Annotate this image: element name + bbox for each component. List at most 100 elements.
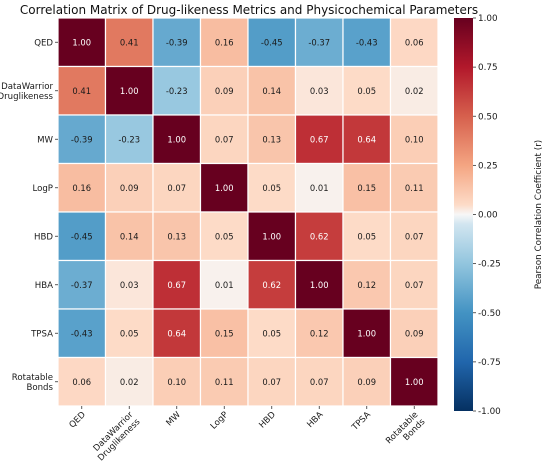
heatmap-cell xyxy=(294,17,344,68)
cell-value-label: 0.67 xyxy=(167,280,186,290)
heatmap-cell xyxy=(294,259,344,310)
heatmap-cell xyxy=(342,259,392,310)
cell-value-label: 0.03 xyxy=(120,280,139,290)
heatmap-cell xyxy=(152,308,202,359)
row-label: DataWarrior Druglikeness xyxy=(0,82,54,102)
row-label: QED xyxy=(34,38,53,48)
colorbar-tick-label: 0.25 xyxy=(478,161,498,171)
colorbar-tick-label: -0.50 xyxy=(478,309,501,319)
cell-value-label: 0.62 xyxy=(262,280,281,290)
heatmap-cell xyxy=(294,114,344,165)
cell-value-label: 0.05 xyxy=(357,86,376,96)
heatmap-cell xyxy=(294,308,344,359)
cell-value-label: 0.67 xyxy=(310,134,329,144)
cell-value-label: 0.07 xyxy=(262,377,281,387)
cell-value-label: 0.11 xyxy=(215,377,234,387)
cell-value-label: 0.41 xyxy=(120,37,139,47)
column-label: QED xyxy=(67,410,88,431)
cell-value-label: 0.06 xyxy=(72,377,91,387)
cell-value-label: 0.09 xyxy=(357,377,376,387)
cell-value-label: 1.00 xyxy=(262,231,281,241)
cell-value-label: 0.05 xyxy=(262,183,281,193)
cell-value-label: 0.09 xyxy=(215,86,234,96)
cell-value-label: -0.43 xyxy=(356,37,378,47)
cell-value-label: 0.07 xyxy=(405,231,424,241)
heatmap-cell xyxy=(389,17,439,68)
colorbar-label: Pearson Correlation Coefficient (r) xyxy=(534,140,544,290)
cell-value-label: -0.23 xyxy=(166,86,188,96)
cell-value-label: 0.64 xyxy=(167,328,186,338)
cell-value-label: -0.43 xyxy=(71,328,93,338)
cell-value-label: 0.12 xyxy=(310,328,329,338)
column-label: RotatableBonds xyxy=(384,410,428,454)
heatmap-cell xyxy=(389,114,439,165)
heatmap-cell xyxy=(389,259,439,310)
heatmap-cell xyxy=(104,308,154,359)
row-label: TPSA xyxy=(30,329,53,339)
cell-value-label: 0.09 xyxy=(405,328,424,338)
cell-value-label: -0.37 xyxy=(308,37,330,47)
column-label: DataWarriorDruglikeness xyxy=(89,410,143,464)
cell-value-label: -0.23 xyxy=(118,134,140,144)
cell-value-label: -0.39 xyxy=(166,37,188,47)
cell-value-label: 0.02 xyxy=(405,86,424,96)
cell-value-label: -0.45 xyxy=(71,231,93,241)
heatmap-cell xyxy=(247,114,297,165)
row-label: HBD xyxy=(34,232,53,242)
cell-value-label: 0.14 xyxy=(120,231,139,241)
heatmap-cell xyxy=(199,65,249,116)
cell-value-label: 1.00 xyxy=(405,377,424,387)
cell-value-label: 0.10 xyxy=(167,377,186,387)
cell-value-label: 1.00 xyxy=(310,280,329,290)
cell-value-label: 0.14 xyxy=(262,86,281,96)
cell-value-label: 0.02 xyxy=(120,377,139,387)
heatmap-cell xyxy=(57,308,107,359)
cell-value-label: -0.39 xyxy=(71,134,93,144)
cell-value-label: 0.05 xyxy=(120,328,139,338)
heatmap-cell xyxy=(199,114,249,165)
heatmap-cell xyxy=(389,65,439,116)
heatmap-cell xyxy=(389,356,439,407)
cell-value-label: 1.00 xyxy=(167,134,186,144)
cell-value-label: 0.05 xyxy=(357,231,376,241)
cell-value-label: 0.07 xyxy=(167,183,186,193)
cell-value-label: 0.13 xyxy=(262,134,281,144)
column-labels: QED DataWarriorDruglikeness MW LogP HBD HBA TP… xyxy=(67,406,428,464)
cell-value-label: 0.64 xyxy=(357,134,376,144)
colorbar-tick-label: 1.00 xyxy=(478,14,498,24)
colorbar-ticks: 1.00 0.75 0.50 0.25 0.00 -0.25 -0.50 -0.75 -1.00 xyxy=(473,14,501,417)
cell-value-label: 0.12 xyxy=(357,280,376,290)
colorbar-tick-label: -0.75 xyxy=(478,358,501,368)
cell-value-label: 0.15 xyxy=(357,183,376,193)
heatmap-cell xyxy=(104,259,154,310)
cell-value-label: 0.06 xyxy=(405,37,424,47)
colorbar-gradient xyxy=(454,18,473,411)
heatmap-cell xyxy=(342,162,392,213)
column-label: MW xyxy=(165,410,184,429)
cell-value-label: -0.37 xyxy=(71,280,93,290)
heatmap-cell xyxy=(152,356,202,407)
cell-value-label: 0.16 xyxy=(215,37,234,47)
heatmap-cell xyxy=(247,259,297,310)
heatmap-cells: 1.00 0.41 -0.39 0.16 -0.45 -0.37 -0.43 0.06 0.41… xyxy=(57,17,439,407)
colorbar-tick-label: 0.00 xyxy=(478,211,498,221)
cell-value-label: 0.10 xyxy=(405,134,424,144)
colorbar: 1.00 0.75 0.50 0.25 0.00 -0.25 -0.50 -0.75 -1.00… xyxy=(454,14,544,417)
heatmap-cell xyxy=(247,356,297,407)
colorbar-tick-label: 0.75 xyxy=(478,63,498,73)
heatmap-cell xyxy=(342,308,392,359)
cell-value-label: 0.01 xyxy=(310,183,329,193)
column-label: HBA xyxy=(305,410,325,430)
row-label: HBA xyxy=(35,281,53,291)
chart-title: Correlation Matrix of Drug-likeness Metr… xyxy=(20,3,478,17)
heatmap-cell xyxy=(199,162,249,213)
cell-value-label: 0.11 xyxy=(405,183,424,193)
row-label: MW xyxy=(37,135,53,145)
heatmap-cell xyxy=(389,308,439,359)
column-label: TPSA xyxy=(350,410,373,433)
colorbar-tick-label: -1.00 xyxy=(478,407,501,417)
cell-value-label: 0.41 xyxy=(72,86,91,96)
heatmap-cell xyxy=(247,308,297,359)
heatmap-cell xyxy=(104,114,154,165)
